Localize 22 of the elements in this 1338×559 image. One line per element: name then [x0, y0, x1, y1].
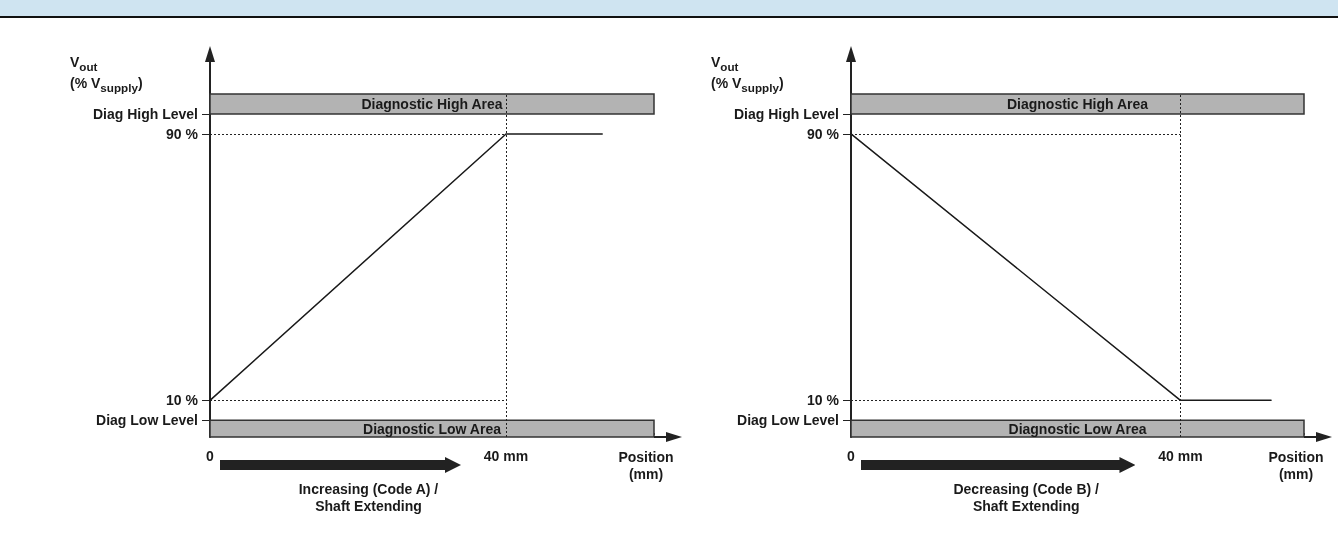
- y-tick-label: Diag Low Level: [737, 412, 839, 429]
- y-tick-label: Diag High Level: [733, 105, 839, 122]
- x-tick-label: 40 mm: [483, 448, 529, 464]
- x-axis-title: Position (mm): [1267, 449, 1325, 483]
- y-tick-label: 10 %: [166, 392, 199, 409]
- y-tick-label: 90 %: [807, 125, 840, 142]
- band-label: Diagnostic Low Area: [1008, 420, 1147, 437]
- y-axis-title: V$_{out}$ (% V$_{supply}$): [70, 54, 144, 96]
- x-tick-label: 0: [206, 448, 215, 464]
- band-label: Diagnostic High Area: [1006, 95, 1149, 112]
- y-tick-label: Diag High Level: [92, 105, 198, 122]
- text: Decreasing (Code B) / Shaft Extending: [952, 481, 1100, 515]
- y-tick-label: Diag Low Level: [96, 412, 198, 429]
- x-axis-title: Position (mm): [617, 449, 675, 483]
- y-tick-label: 10 %: [807, 392, 840, 409]
- y-tick-label: 90 %: [166, 125, 199, 142]
- x-tick-label: 0: [847, 448, 856, 464]
- y-axis-title: V$_{out}$ (% V$_{supply}$): [711, 54, 785, 96]
- band-label: Diagnostic Low Area: [363, 420, 502, 437]
- x-tick-label: 40 mm: [1158, 448, 1203, 464]
- band-label: Diagnostic High Area: [361, 95, 503, 112]
- text: Increasing (Code A) / Shaft Extending: [297, 481, 440, 515]
